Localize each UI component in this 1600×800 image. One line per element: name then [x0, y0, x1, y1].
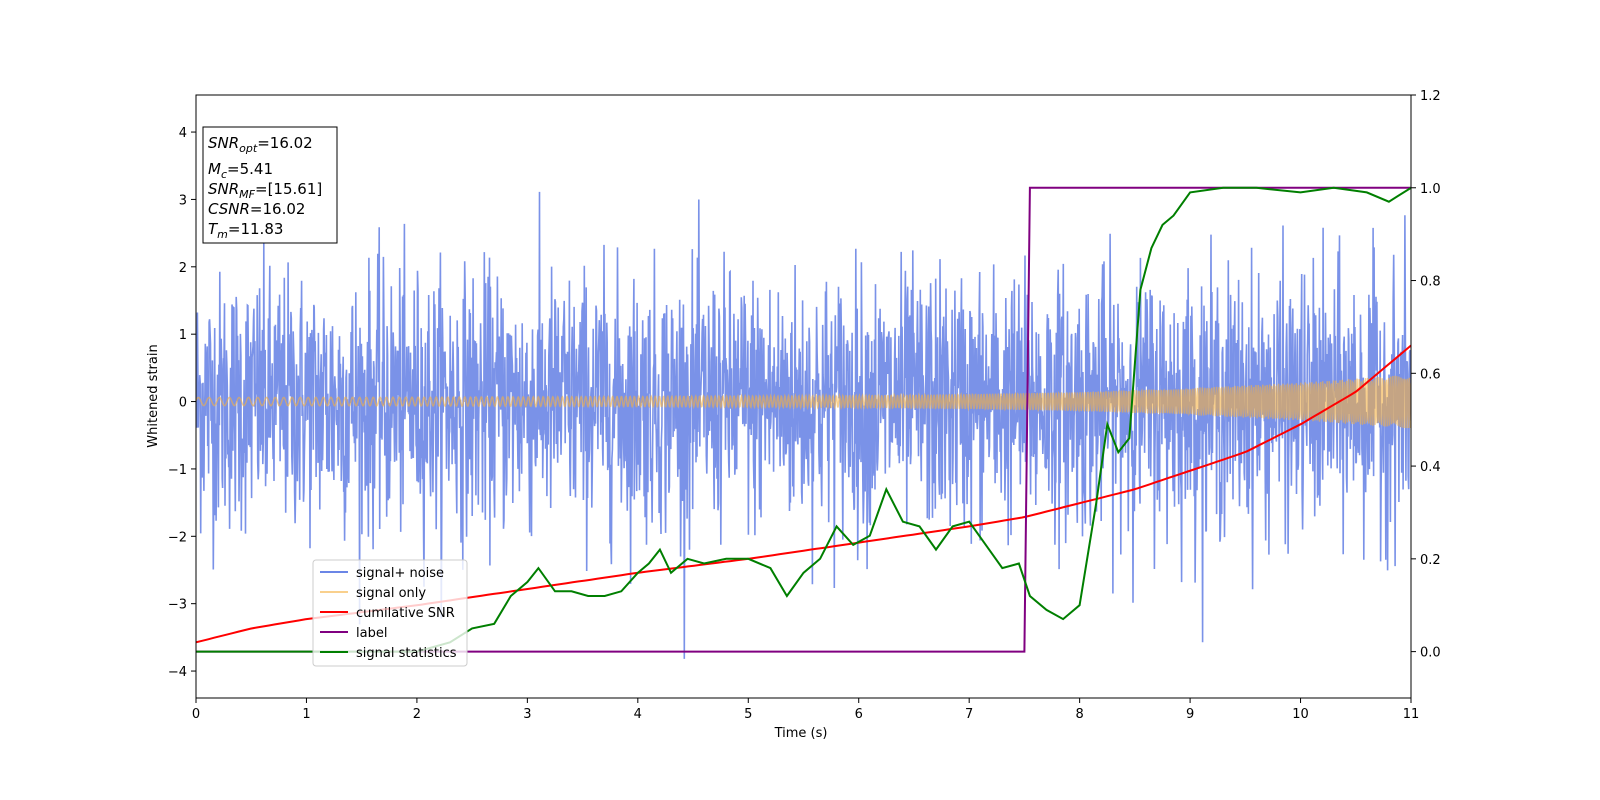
x-tick-label: 6: [855, 707, 863, 722]
legend-label-cumulative-snr: cumilative SNR: [356, 606, 455, 621]
y-tick-label: 1: [179, 328, 187, 343]
annotation-line-snr-mf: SNRMF=[15.61]: [208, 180, 322, 201]
x-tick-label: 3: [523, 707, 531, 722]
y2-tick-label: 1.0: [1420, 182, 1441, 197]
x-tick-label: 5: [744, 707, 752, 722]
annotation-line-csnr: CSNR=16.02: [208, 200, 305, 218]
y-axis-label: Whitened strain: [146, 344, 161, 447]
x-tick-label: 4: [634, 707, 642, 722]
x-tick-label: 11: [1403, 707, 1420, 722]
series-signal-only: [196, 375, 1411, 429]
legend-label-signal-statistics: signal statistics: [356, 646, 457, 661]
y-tick-label: 2: [179, 261, 187, 276]
y-tick-label: 4: [179, 126, 187, 141]
x-tick-label: 1: [302, 707, 310, 722]
annotation-line-tm: Tm=11.83: [208, 220, 283, 241]
x-tick-label: 8: [1075, 707, 1083, 722]
annotation-line-mc: Mc=5.41: [208, 160, 273, 181]
axes: 0 1 2 3 4 5 6 7 8 9 10 11 −4 −3 −2 −1 0 1 2 3 4 0.0 0.2 0.4 0.6 0…: [168, 89, 1441, 722]
series-signal-noise: [196, 191, 1411, 659]
legend-label-signal-only: signal only: [356, 586, 426, 601]
y-tick-label: 3: [179, 193, 187, 208]
y2-tick-label: 0.4: [1420, 460, 1441, 475]
legend-frame: [312, 559, 468, 667]
x-tick-label: 10: [1292, 707, 1309, 722]
y-tick-label: −1: [168, 463, 187, 478]
x-tick-label: 0: [192, 707, 200, 722]
y-tick-label: −3: [168, 598, 187, 613]
y2-tick-label: 0.0: [1420, 646, 1441, 661]
y2-tick-label: 0.2: [1420, 553, 1441, 568]
annotation-line-snr-opt: SNRopt=16.02: [208, 134, 313, 155]
y-tick-label: −4: [168, 665, 187, 680]
axes-frame: [195, 94, 1412, 699]
y2-tick-label: 0.6: [1420, 367, 1441, 382]
x-tick-label: 2: [413, 707, 421, 722]
x-axis-label: Time (s): [774, 726, 828, 741]
x-tick-label: 7: [965, 707, 973, 722]
y-tick-label: −2: [168, 530, 187, 545]
legend: signal+ noise signal only cumilative SNR…: [312, 559, 468, 667]
legend-label-signal-noise: signal+ noise: [356, 566, 444, 581]
x-tick-label: 9: [1186, 707, 1194, 722]
y2-tick-label: 0.8: [1420, 275, 1441, 290]
legend-label-label: label: [356, 626, 387, 641]
y2-tick-label: 1.2: [1420, 89, 1441, 104]
series-signal-statistics: [196, 186, 1411, 653]
y-tick-label: 0: [179, 396, 187, 411]
annotation-box: SNRopt=16.02 Mc=5.41 SNRMF=[15.61] CSNR=…: [202, 126, 338, 244]
